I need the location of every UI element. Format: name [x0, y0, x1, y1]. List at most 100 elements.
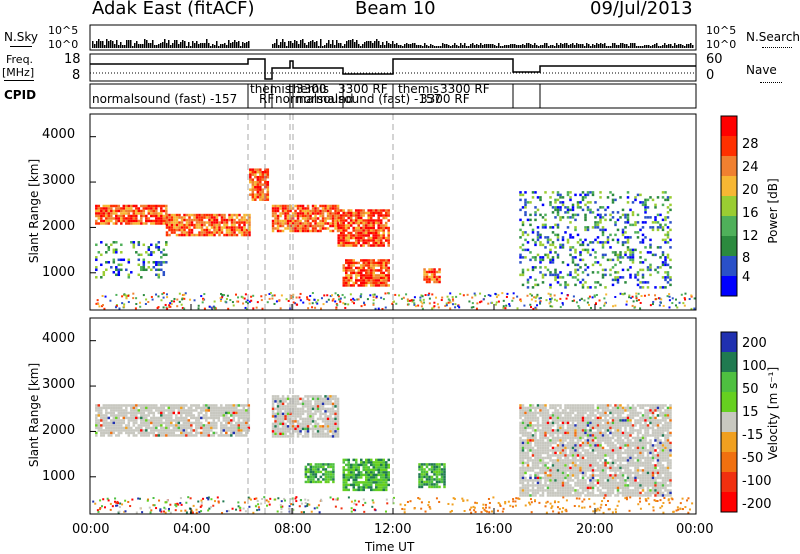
power-cell	[355, 271, 358, 275]
power-cell	[326, 214, 330, 218]
power-cell	[636, 231, 640, 234]
power-cell	[299, 222, 302, 225]
power-cell	[208, 213, 211, 217]
velocity-cell	[519, 494, 522, 497]
nsky-bar	[344, 44, 346, 48]
velocity-cell	[225, 429, 228, 432]
power-cell	[559, 193, 562, 197]
velocity-cell	[207, 404, 211, 407]
power-cell	[521, 268, 525, 272]
power-cell	[591, 226, 595, 229]
velocity-cell	[336, 430, 340, 433]
power-cell	[357, 229, 360, 232]
velocity-cell	[564, 464, 567, 467]
velocity-cell	[110, 411, 113, 415]
velocity-cell	[524, 424, 527, 427]
velocity-cell	[438, 463, 441, 466]
velocity-cell	[551, 454, 555, 457]
power-cell	[385, 281, 388, 285]
power-cell	[316, 209, 320, 213]
power-cell	[329, 224, 332, 228]
power-cell	[357, 214, 360, 217]
velocity-cell	[215, 421, 218, 425]
velocity-cell	[571, 434, 575, 437]
power-cell	[95, 256, 98, 259]
velocity-cell	[207, 416, 211, 420]
power-cell	[370, 271, 373, 275]
power-cell	[656, 213, 660, 217]
velocity-cell	[130, 414, 133, 417]
power-cell	[519, 218, 522, 222]
velocity-cell	[350, 483, 353, 487]
velocity-cell	[551, 439, 555, 442]
power-cell	[379, 221, 383, 225]
velocity-cell	[387, 463, 390, 467]
velocity-cell	[299, 412, 302, 416]
velocity-cell	[307, 478, 310, 481]
power-cell	[626, 216, 630, 219]
velocity-cell	[205, 406, 208, 410]
velocity-cell	[115, 424, 118, 427]
power-cell	[304, 217, 307, 220]
power-noise-cell	[526, 294, 529, 297]
velocity-cell	[433, 465, 436, 469]
velocity-cell	[521, 446, 525, 450]
velocity-cell	[531, 466, 535, 470]
power-cell	[306, 209, 310, 213]
power-cell	[367, 269, 370, 272]
velocity-cell	[242, 414, 246, 417]
power-cell	[364, 231, 368, 235]
velocity-cell	[387, 471, 390, 474]
power-cell	[354, 226, 358, 230]
power-cell	[347, 266, 350, 270]
velocity-cell	[561, 426, 565, 430]
power-cell	[259, 183, 262, 186]
power-cell	[319, 204, 322, 208]
velocity-cell	[304, 475, 308, 479]
power-cell	[319, 212, 322, 215]
velocity-cell	[117, 406, 121, 410]
velocity-cell	[526, 421, 530, 425]
velocity-cell	[100, 416, 103, 420]
velocity-cell	[167, 419, 171, 422]
power-cell	[571, 261, 575, 264]
velocity-cell	[276, 412, 280, 416]
velocity-cell	[202, 426, 206, 430]
velocity-cell	[569, 444, 572, 447]
power-cell	[430, 278, 434, 281]
power-cell	[646, 206, 650, 209]
power-cell	[364, 226, 368, 230]
velocity-cell	[291, 415, 295, 418]
nsky-bar	[136, 41, 138, 48]
power-cell	[200, 216, 204, 219]
velocity-cell	[556, 424, 560, 427]
power-cell	[599, 221, 602, 224]
power-cell	[387, 261, 390, 265]
power-cell	[574, 213, 577, 217]
power-cell	[170, 223, 174, 227]
power-noise-cell	[445, 302, 448, 305]
velocity-cell	[561, 419, 565, 422]
velocity-cell	[539, 446, 542, 450]
power-cell	[428, 280, 431, 284]
power-cell	[349, 244, 353, 247]
velocity-cell	[105, 414, 108, 417]
velocity-cell	[299, 432, 302, 436]
velocity-cell	[569, 446, 572, 450]
velocity-cell	[534, 439, 537, 442]
velocity-cell	[202, 414, 206, 417]
power-cell	[569, 191, 572, 194]
power-cell	[611, 211, 615, 214]
power-noise-cell	[219, 297, 222, 300]
velocity-cell	[306, 430, 310, 433]
power-noise-cell	[97, 303, 100, 306]
velocity-cell	[309, 473, 313, 476]
power-cell	[245, 218, 249, 222]
velocity-cell	[574, 406, 577, 410]
power-cell	[102, 273, 106, 277]
velocity-cell	[314, 425, 317, 428]
power-cell	[259, 190, 262, 194]
power-cell	[519, 246, 522, 249]
power-cell	[319, 209, 322, 213]
velocity-cell	[332, 480, 335, 484]
